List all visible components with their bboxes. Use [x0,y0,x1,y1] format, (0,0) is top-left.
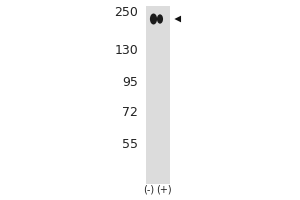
Text: 72: 72 [122,106,138,119]
Ellipse shape [150,14,157,24]
Text: 95: 95 [122,76,138,90]
Ellipse shape [157,14,163,24]
Text: 130: 130 [114,45,138,58]
Text: 250: 250 [114,6,138,20]
Text: 55: 55 [122,138,138,152]
Bar [146,6,170,184]
Text: (-): (-) [143,184,155,194]
Text: (+): (+) [157,184,172,194]
